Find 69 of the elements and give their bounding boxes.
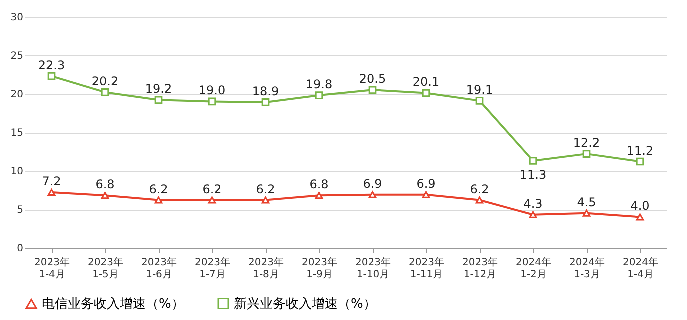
data-label: 19.0 [198,84,226,98]
x-tick-label: 2024年 1-2月 [516,256,552,280]
data-label: 6.2 [202,182,222,196]
data-label: 11.3 [520,168,547,182]
point [154,96,163,104]
point [422,191,430,198]
data-label: 4.0 [630,199,650,214]
x-tick-label: 2023年 1-4月 [34,256,70,280]
point [262,196,270,204]
point [208,98,216,106]
point [315,92,324,100]
y-tick-label: 20 [10,90,24,100]
point [582,150,591,158]
y-tick-label: 30 [10,12,24,24]
x-tick-label: 2023年 1-5月 [88,256,124,280]
point [48,189,56,196]
data-label: 20.5 [359,72,386,86]
data-label: 18.9 [252,84,280,98]
point [262,98,270,106]
x-tick-label: 2023年 1-12月 [462,256,498,280]
data-label: 20.2 [92,74,119,88]
point [208,196,216,204]
x-tick-label: 2023年 1-10月 [356,256,391,280]
x-tick-label: 2024年 1-4月 [623,256,658,280]
y-tick-label: 25 [10,51,24,62]
point [476,97,484,105]
data-label: 4.5 [577,195,596,210]
data-label: 19.2 [145,82,172,96]
point [636,158,644,166]
data-label: 11.2 [626,144,654,158]
data-label: 6.9 [416,176,436,191]
data-label: 19.8 [306,78,333,92]
point [476,196,484,204]
point [368,191,377,198]
data-label: 22.3 [38,58,66,72]
y-tick-label: 10 [10,166,24,178]
x-tick-label: 2023年 1-6月 [142,256,177,280]
y-tick-label: 0 [17,244,24,254]
data-label: 6.2 [149,182,168,196]
point [529,211,538,218]
data-label: 4.3 [524,196,543,211]
x-tick-label: 2023年 1-9月 [302,256,338,280]
point [315,192,324,200]
point [529,157,538,165]
legend-label: 新兴业务收入增速（%） [234,296,376,312]
point [368,86,377,94]
x-tick-label: 2024年 1-3月 [570,256,605,280]
x-tick-label: 2023年 1-11月 [409,256,444,280]
data-label: 6.9 [363,176,382,191]
point [582,210,591,217]
y-tick-label: 15 [10,128,24,139]
x-tick-label: 2023年 1-8月 [248,256,284,280]
point [636,214,644,221]
point [101,192,110,200]
data-label: 7.2 [42,174,62,189]
legend-label: 电信业务收入增速（%） [42,297,184,312]
point [422,89,430,98]
x-tick-label: 2023年 1-7月 [195,256,230,280]
y-tick-label: 5 [17,205,24,216]
data-label: 6.2 [256,182,276,196]
data-label: 12.2 [573,136,600,150]
point [154,196,163,204]
point [48,72,56,80]
data-label: 6.8 [310,178,329,192]
point [101,88,110,96]
data-label: 19.1 [466,82,494,97]
data-label: 6.8 [96,178,115,192]
data-label: 6.2 [470,182,490,196]
data-label: 20.1 [412,75,440,90]
